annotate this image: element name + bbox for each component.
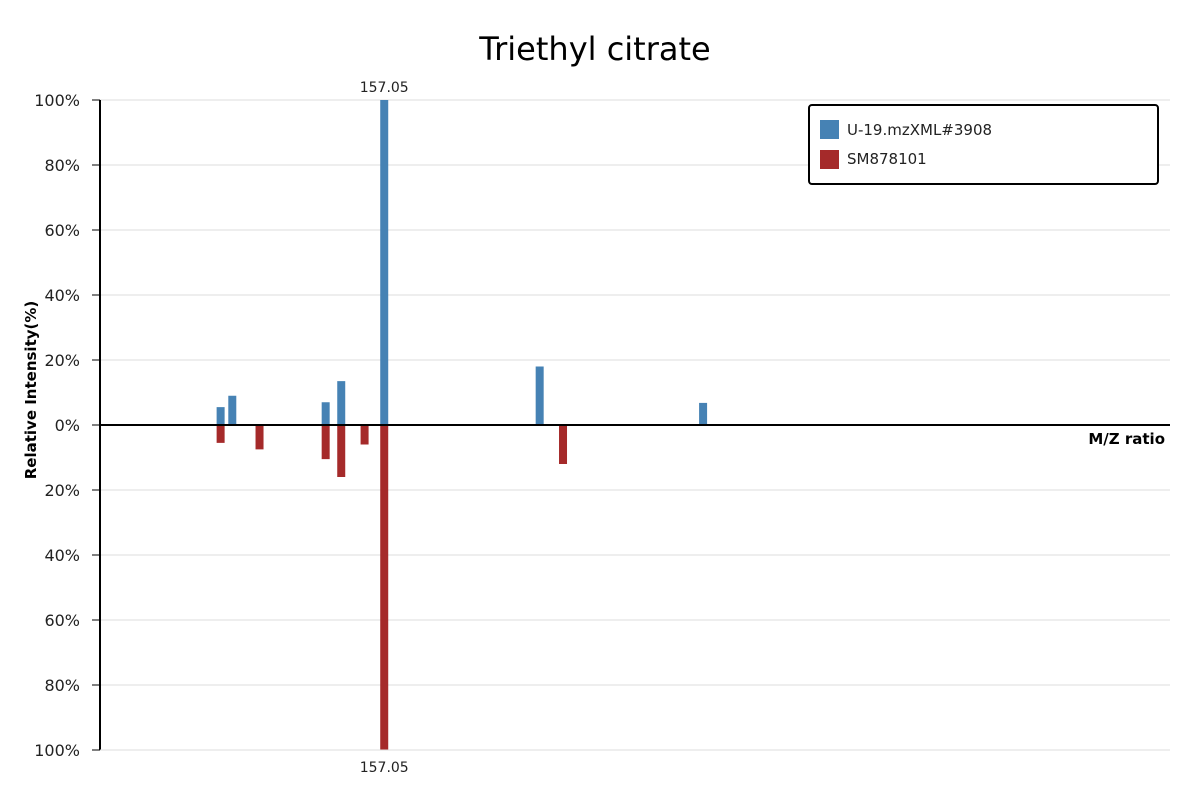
legend-label-series-1: U-19.mzXML#3908 bbox=[847, 121, 992, 139]
reference-peak-bar bbox=[360, 425, 369, 445]
y-tick-label: 20% bbox=[44, 351, 80, 370]
query-peak-bar bbox=[380, 100, 389, 425]
tick-labels: 100% 80% 60% 40% 20% 0% 20% 40% 60% 80% 100% 157.05… bbox=[34, 80, 408, 776]
peak-bars bbox=[216, 100, 708, 750]
legend-swatch-series-1 bbox=[820, 120, 839, 139]
legend-label-series-2: SM878101 bbox=[847, 150, 927, 168]
legend-box bbox=[808, 104, 1159, 185]
axes bbox=[92, 99, 1170, 751]
reference-peak-bar bbox=[255, 425, 264, 450]
y-tick-label: 80% bbox=[44, 676, 80, 695]
y-tick-label: 60% bbox=[44, 221, 80, 240]
legend-swatch-series-2 bbox=[820, 150, 839, 169]
y-tick-label: 100% bbox=[34, 91, 80, 110]
chart-title: Triethyl citrate bbox=[478, 30, 710, 68]
legend[interactable]: U-19.mzXML#3908 SM878101 bbox=[808, 104, 1159, 185]
y-tick-label: 40% bbox=[44, 286, 80, 305]
query-peak-bar bbox=[228, 395, 237, 425]
reference-peak-bar bbox=[321, 425, 330, 460]
query-peak-bar bbox=[535, 366, 544, 425]
query-peak-bar bbox=[337, 381, 346, 425]
y-tick-label: 80% bbox=[44, 156, 80, 175]
peak-mz-label: 157.05 bbox=[360, 80, 409, 96]
y-tick-label: 60% bbox=[44, 611, 80, 630]
y-axis-title: Relative Intensity(%) bbox=[22, 301, 40, 480]
y-tick-label: 0% bbox=[55, 416, 80, 435]
query-peak-bar bbox=[699, 402, 708, 425]
reference-peak-bar bbox=[559, 425, 568, 464]
query-peak-bar bbox=[216, 407, 225, 425]
peak-mz-label: 157.05 bbox=[360, 760, 409, 776]
reference-peak-bar bbox=[216, 425, 225, 443]
x-axis-title: M/Z ratio bbox=[1088, 430, 1165, 448]
y-tick-label: 100% bbox=[34, 741, 80, 760]
y-tick-label: 40% bbox=[44, 546, 80, 565]
y-tick-label: 20% bbox=[44, 481, 80, 500]
query-peak-bar bbox=[321, 402, 330, 425]
reference-peak-bar bbox=[380, 425, 389, 750]
reference-peak-bar bbox=[337, 425, 346, 477]
